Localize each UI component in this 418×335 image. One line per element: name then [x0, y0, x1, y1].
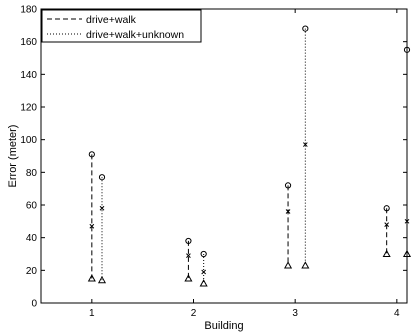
min-point-triangle	[97, 275, 107, 284]
y-tick-label: 40	[26, 233, 38, 244]
min-point-triangle	[382, 249, 391, 258]
min-point-triangle	[284, 261, 293, 269]
x-tick-label: 3	[292, 308, 298, 319]
y-tick-label: 0	[31, 299, 37, 310]
min-point-triangle	[184, 274, 193, 282]
mean-point-x	[201, 269, 207, 275]
min-point-triangle	[87, 274, 96, 282]
x-tick-label: 2	[191, 308, 197, 319]
y-tick-label: 140	[20, 70, 37, 81]
y-tick-label: 60	[26, 201, 38, 212]
x-tick-label: 1	[89, 308, 95, 319]
y-tick-label: 100	[20, 135, 37, 146]
max-point-circle	[284, 182, 292, 189]
y-tick-label: 80	[26, 168, 38, 179]
legend: drive+walk drive+walk+unknown	[41, 9, 202, 43]
mean-point-x	[285, 209, 291, 214]
y-tick-label: 160	[20, 37, 37, 48]
data-marks	[87, 25, 412, 287]
y-axis: 0 20 40 60 80 100 120 140 160 180	[20, 5, 407, 310]
mean-point-x	[302, 142, 308, 147]
y-tick-label: 120	[20, 103, 37, 114]
min-point-triangle	[199, 279, 208, 287]
min-point-triangle	[402, 249, 412, 258]
mean-point-x	[186, 253, 191, 258]
y-axis-label: Error (meter)	[7, 125, 19, 188]
mean-point-x	[384, 222, 390, 227]
min-point-triangle	[301, 261, 310, 269]
plot-area	[40, 8, 408, 304]
y-tick-label: 20	[26, 266, 38, 277]
max-point-circle	[383, 205, 390, 212]
x-tick-label: 4	[394, 308, 400, 319]
mean-point-x	[89, 223, 95, 229]
max-point-circle	[200, 250, 207, 258]
x-axis-label: Building	[204, 320, 243, 332]
legend-label-drive-walk: drive+walk	[86, 14, 137, 26]
mean-point-x	[99, 205, 105, 211]
max-point-circle	[98, 174, 106, 181]
max-point-circle	[403, 46, 411, 53]
mean-point-x	[404, 218, 410, 224]
legend-box	[41, 9, 202, 43]
max-point-circle	[88, 151, 95, 158]
legend-label-drive-walk-unknown: drive+walk+unknown	[86, 29, 184, 41]
y-tick-label: 180	[20, 5, 37, 16]
max-point-circle	[185, 237, 192, 245]
max-point-circle	[302, 25, 309, 32]
